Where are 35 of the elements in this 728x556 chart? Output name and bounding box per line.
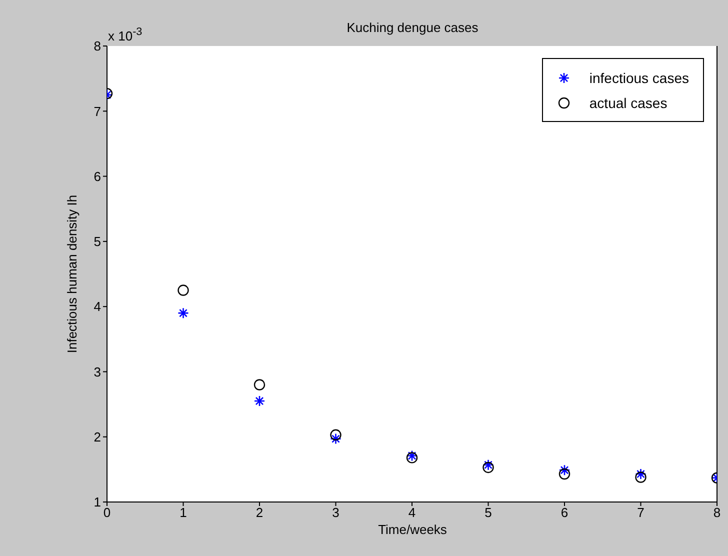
x-tick-label: 2 xyxy=(256,505,264,520)
point xyxy=(635,472,646,483)
point xyxy=(178,284,189,296)
x-tick-label: 5 xyxy=(484,505,492,520)
point xyxy=(482,462,494,474)
y-tick-label: 8 xyxy=(94,38,101,54)
point xyxy=(330,429,342,441)
y-axis-title: Infectious human density Ih xyxy=(64,194,80,354)
legend-label: infectious cases xyxy=(589,70,689,86)
x-tick-label: 7 xyxy=(637,505,644,520)
y-tick-label: 1 xyxy=(94,494,101,510)
legend-label: actual cases xyxy=(589,94,668,110)
y-tick-label: 5 xyxy=(94,234,101,250)
point xyxy=(482,459,494,471)
point xyxy=(178,307,189,319)
x-tick-label: 8 xyxy=(713,505,721,520)
y-tick-label: 4 xyxy=(94,299,101,314)
chart-title: Kuching dengue cases xyxy=(346,20,478,35)
point xyxy=(558,464,570,476)
y-tick-label: 6 xyxy=(94,168,101,184)
point xyxy=(330,433,342,444)
x-tick-label: 6 xyxy=(560,505,568,520)
y-tick-label: 2 xyxy=(94,429,101,444)
text: x 10$^{-3}$ xyxy=(108,26,142,44)
x-tick-label: 1 xyxy=(180,505,187,520)
point xyxy=(254,379,266,390)
x-tick-label: 4 xyxy=(408,505,416,520)
point xyxy=(558,468,570,480)
point xyxy=(254,395,266,407)
x-tick-label: 0 xyxy=(103,505,111,520)
y-tick-label: 3 xyxy=(94,364,101,380)
y-tick-label: 7 xyxy=(94,104,101,119)
x-tick-label: 3 xyxy=(332,505,340,520)
x-axis-title: Time/weeks xyxy=(377,522,448,537)
point xyxy=(635,468,646,480)
